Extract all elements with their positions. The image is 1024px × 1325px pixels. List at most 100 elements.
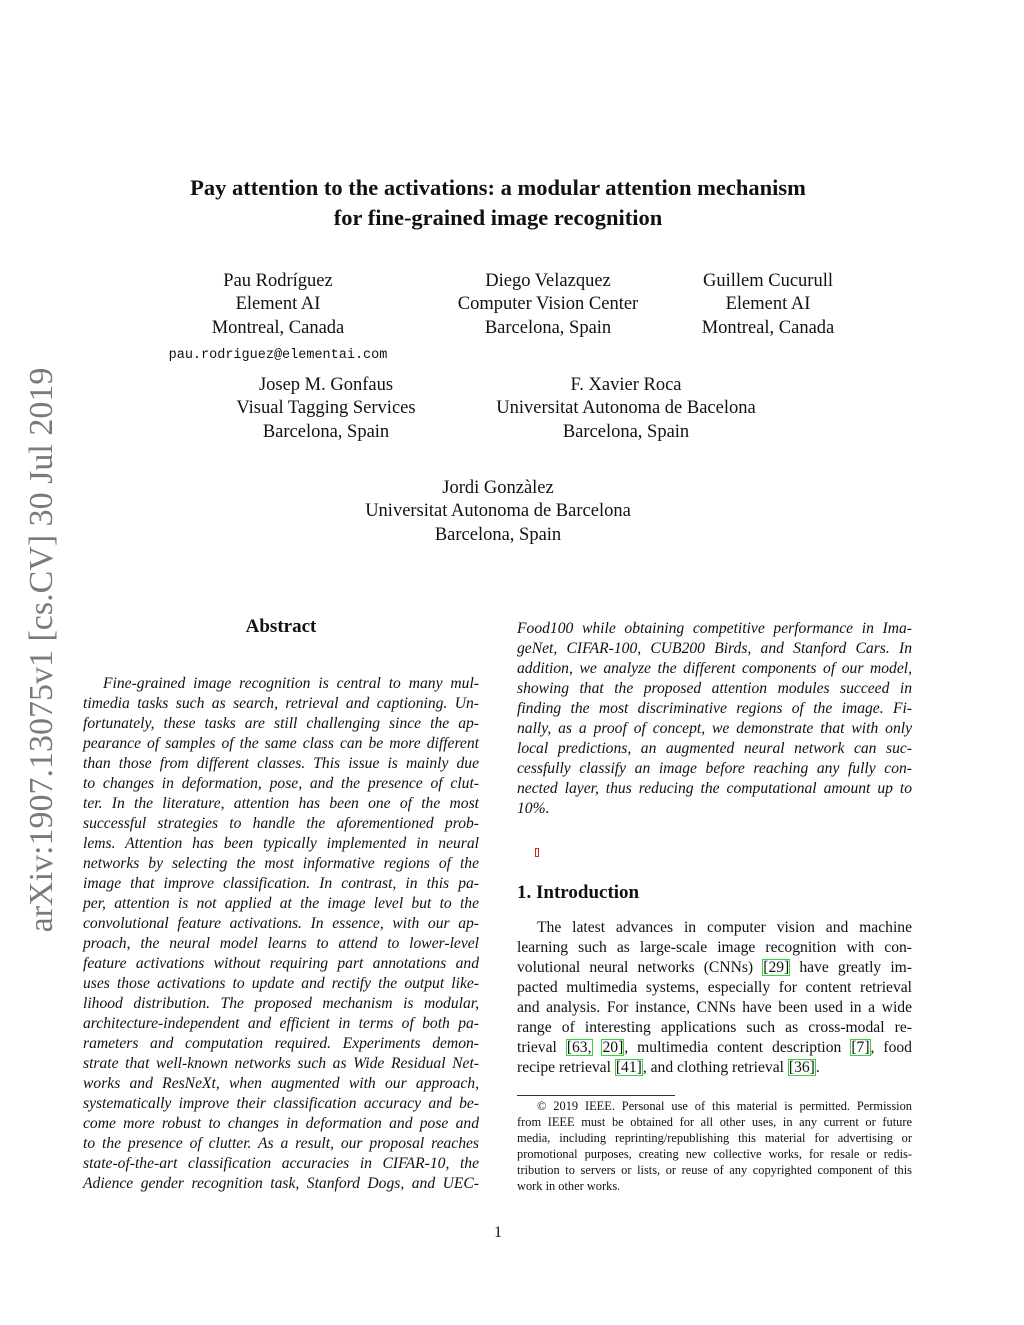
text-segment: , food [870,1039,912,1056]
citation-link[interactable]: [7] [850,1039,871,1056]
text-line: state-of-the-art classification accuraci… [83,1155,479,1172]
text-segment: volutional neural networks (CNNs) [517,959,763,976]
text-line: Food100 while obtaining competitive perf… [517,620,912,637]
author-block: F. Xavier Roca Universitat Autonoma de B… [466,374,786,444]
text-segment: and analysis. For instance, CNNs have be… [517,999,912,1016]
text-line: uses those activations to update and rec… [83,975,479,992]
author-name: Pau Rodríguez [223,271,333,291]
text-line: lems. Attention has been typically imple… [83,835,479,852]
citation-link[interactable]: [41] [614,1059,643,1076]
author-name: F. Xavier Roca [570,375,682,395]
text-line: trieval [63, 20], multimedia content des… [517,1038,912,1058]
author-location: Barcelona, Spain [434,524,562,545]
text-segment: pacted multimedia systems, especially fo… [517,979,912,996]
text-line: come more robust to changes in deformati… [83,1115,479,1132]
text-line: work in other works. [517,1179,621,1193]
text-line: volutional neural networks (CNNs) [29] h… [517,958,912,978]
citation-link[interactable]: [36] [787,1059,816,1076]
text-line: addition, we analyze the different compo… [517,660,912,677]
copyright-footnote: © 2019 IEEE. Personal use of this materi… [517,1098,912,1194]
link-marker[interactable] [535,848,539,857]
author-affiliation: Element AI [235,294,321,315]
author-block: Pau Rodríguez Element AI Montreal, Canad… [169,270,388,367]
text-line: networks by selecting the most informati… [83,855,479,872]
author-location: Barcelona, Spain [262,421,390,442]
text-line: 10%. [517,800,550,817]
author-affiliation: Computer Vision Center [457,294,639,315]
text-segment: . [815,1059,820,1076]
author-affiliation: Element AI [725,294,811,315]
citation-link[interactable]: [29] [762,959,791,976]
text-line: strate that well-known networks such as … [83,1055,479,1072]
author-name: Diego Velazquez [485,271,611,291]
text-line: works and ResNeXt, when augmented with o… [83,1075,479,1092]
text-line: promotional purposes, creating new colle… [517,1147,912,1161]
introduction-body: The latest advances in computer vision a… [517,918,912,1078]
text-segment: , multimedia content description [624,1039,851,1056]
text-line: nally, as a proof of concept, we demonst… [517,720,912,737]
text-line: recipe retrieval [41], and clothing retr… [517,1058,912,1078]
footnote-rule [517,1095,675,1096]
text-segment: , and clothing retrieval [642,1059,788,1076]
text-line: ter. In the literature, attention has be… [83,795,479,812]
author-location: Montreal, Canada [701,317,835,338]
author-location: Barcelona, Spain [562,421,690,442]
author-block: Guillem Cucurull Element AI Montreal, Ca… [668,270,868,340]
text-segment: learning such as large-scale image recog… [517,939,912,956]
citation-link[interactable]: [63, [565,1039,593,1056]
text-line: proach, the neural model learns to atten… [83,935,479,952]
author-block: Jordi Gonzàlez Universitat Autonoma de B… [318,477,678,547]
text-segment: recipe retrieval [517,1059,615,1076]
text-line: feature activations without requiring pa… [83,955,479,972]
title-line: for fine-grained image recognition [333,205,663,230]
text-line: range of interesting applications such a… [517,1018,912,1038]
text-line: Fine-grained image recognition is centra… [103,675,479,692]
text-line: pacted multimedia systems, especially fo… [517,978,912,998]
text-line: geNet, CIFAR-100, CUB200 Birds, and Stan… [517,640,912,657]
citation-link[interactable]: 20] [601,1039,625,1056]
text-line: finding the most discriminative regions … [517,700,912,717]
introduction-heading: 1. Introduction [517,882,640,903]
text-line: to the presence of clutter. As a result,… [83,1135,479,1152]
arxiv-stamp: arXiv:1907.13075v1 [cs.CV] 30 Jul 2019 [23,367,60,933]
abstract-left-column: Fine-grained image recognition is centra… [83,674,479,1194]
text-segment: The latest advances in computer vision a… [537,919,912,936]
author-name: Jordi Gonzàlez [442,478,554,498]
abstract-right-column: Food100 while obtaining competitive perf… [517,619,912,819]
text-line: tribution to servers or lists, or reuse … [517,1163,912,1177]
text-line: nected layer, thus reducing the computat… [517,780,912,797]
author-name: Josep M. Gonfaus [258,375,394,395]
text-line: local predictions, an augmented neural n… [517,740,912,757]
text-line: showing that the proposed attention modu… [517,680,912,697]
text-line: pearance of samples of the same class ca… [83,735,479,752]
text-line: architecture-independent and efficient i… [83,1015,479,1032]
page-number: 1 [494,1224,502,1241]
text-line: and analysis. For instance, CNNs have be… [517,998,912,1018]
text-line: than those from different classes. This … [83,755,479,772]
paper-title: Pay attention to the activations: a modu… [0,173,996,233]
text-segment: range of interesting applications such a… [517,1019,912,1036]
text-line: The latest advances in computer vision a… [517,918,912,938]
text-line: © 2019 IEEE. Personal use of this materi… [537,1099,912,1113]
author-location: Montreal, Canada [211,317,345,338]
author-email[interactable]: pau.rodriguez@elementai.com [168,347,388,363]
title-line: Pay attention to the activations: a modu… [190,175,806,200]
text-segment: have greatly im- [790,959,912,976]
text-segment: trieval [517,1039,566,1056]
author-block: Diego Velazquez Computer Vision Center B… [418,270,678,340]
text-line: successful strategies to handle the afor… [83,815,479,832]
text-line: fortunately, these tasks are still chall… [83,715,479,732]
author-affiliation: Universitat Autonoma de Bacelona [496,398,756,419]
text-line: timedia tasks such as search, retrieval … [83,695,479,712]
author-affiliation: Universitat Autonoma de Barcelona [365,501,631,522]
text-line: learning such as large-scale image recog… [517,938,912,958]
text-line: to changes in deformation, pose, and the… [83,775,479,792]
author-block: Josep M. Gonfaus Visual Tagging Services… [196,374,456,444]
abstract-heading: Abstract [245,616,317,637]
author-location: Barcelona, Spain [484,317,612,338]
author-name: Guillem Cucurull [703,271,833,291]
text-line: systematically improve their classificat… [83,1095,479,1112]
text-line: cessfully classify an image before reach… [517,760,912,777]
text-line: lihood distribution. The proposed mechan… [83,995,479,1012]
text-line: convolutional feature activations. In es… [83,915,479,932]
